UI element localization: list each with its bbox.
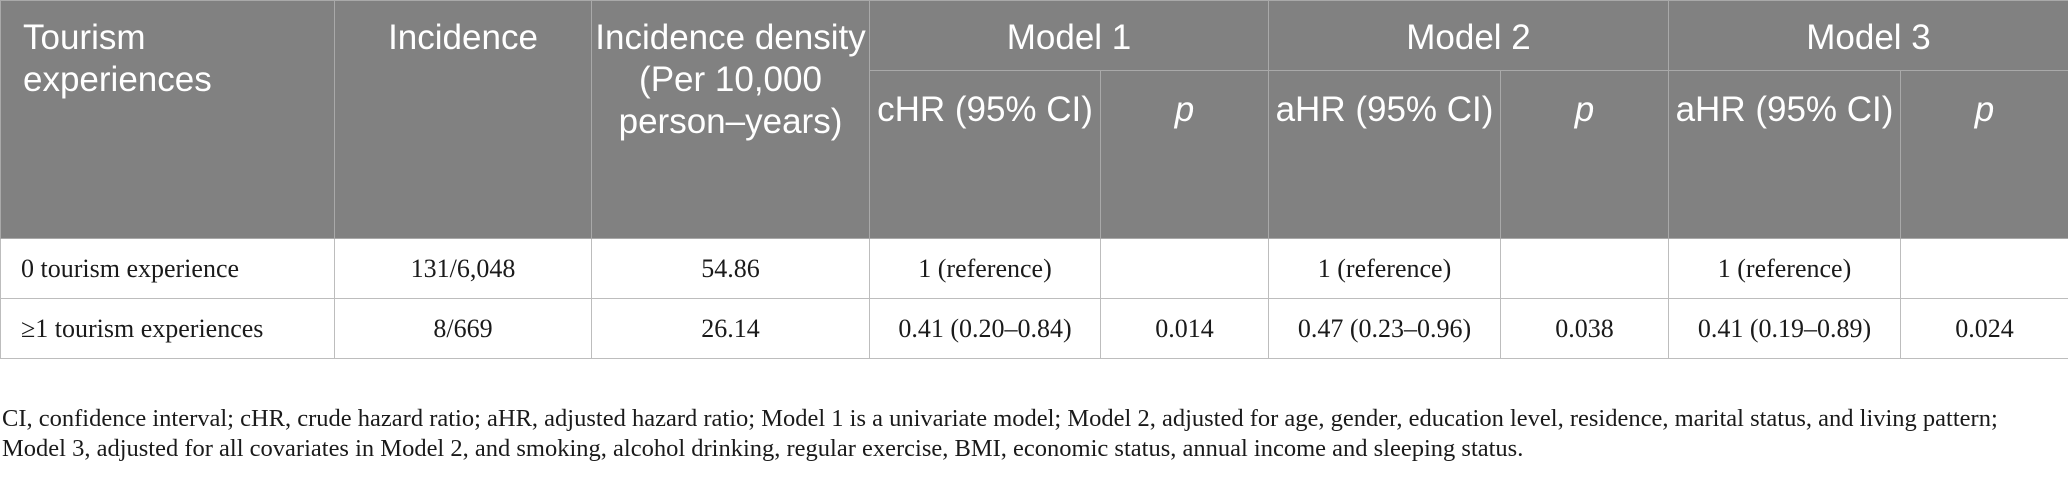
table-body: 0 tourism experience 131/6,048 54.86 1 (… bbox=[0, 238, 2068, 359]
cell-incidence: 8/669 bbox=[334, 298, 592, 359]
header-model-3: Model 3 bbox=[1668, 0, 2068, 71]
cell-m2-hr: 0.47 (0.23–0.96) bbox=[1268, 298, 1501, 359]
cell-group: ≥1 tourism experiences bbox=[0, 298, 335, 359]
cell-m1-p bbox=[1100, 238, 1269, 299]
header-m3-p: p bbox=[1900, 70, 2068, 239]
p-label: p bbox=[1574, 90, 1595, 129]
cell-m2-hr: 1 (reference) bbox=[1268, 238, 1501, 299]
header-row-top: Tourism experiences Incidence Incidence … bbox=[0, 0, 2068, 239]
hazard-ratio-table: Tourism experiences Incidence Incidence … bbox=[0, 0, 2068, 359]
header-model-2: Model 2 bbox=[1268, 0, 1669, 71]
cell-m2-p bbox=[1500, 238, 1669, 299]
header-incidence: Incidence bbox=[334, 0, 592, 239]
results-table-container: Tourism experiences Incidence Incidence … bbox=[0, 0, 2068, 359]
header-model-1: Model 1 bbox=[869, 0, 1269, 71]
p-label: p bbox=[1174, 90, 1195, 129]
cell-m3-p bbox=[1900, 238, 2068, 299]
header-incidence-density: Incidence density (Per 10,000 person–yea… bbox=[591, 0, 870, 239]
p-label: p bbox=[1974, 90, 1995, 129]
cell-density: 26.14 bbox=[591, 298, 870, 359]
header-m1-p: p bbox=[1100, 70, 1269, 239]
cell-density: 54.86 bbox=[591, 238, 870, 299]
header-tourism-experiences: Tourism experiences bbox=[0, 0, 335, 239]
table-footnote: CI, confidence interval; cHR, crude haza… bbox=[2, 405, 1998, 462]
header-m2-ahr: aHR (95% CI) bbox=[1268, 70, 1501, 239]
cell-m1-p: 0.014 bbox=[1100, 298, 1269, 359]
cell-group: 0 tourism experience bbox=[0, 238, 335, 299]
header-m2-p: p bbox=[1500, 70, 1669, 239]
cell-m3-hr: 1 (reference) bbox=[1668, 238, 1901, 299]
header-row-sub: cHR (95% CI) p aHR (95% CI) p aHR (95% C… bbox=[1, 70, 2068, 239]
cell-incidence: 131/6,048 bbox=[334, 238, 592, 299]
header-m3-ahr: aHR (95% CI) bbox=[1668, 70, 1901, 239]
cell-m3-p: 0.024 bbox=[1900, 298, 2068, 359]
cell-m3-hr: 0.41 (0.19–0.89) bbox=[1668, 298, 1901, 359]
header-m1-chr: cHR (95% CI) bbox=[869, 70, 1101, 239]
cell-m1-hr: 1 (reference) bbox=[869, 238, 1101, 299]
cell-m1-hr: 0.41 (0.20–0.84) bbox=[869, 298, 1101, 359]
table-header: Tourism experiences Incidence Incidence … bbox=[0, 0, 2068, 239]
cell-m2-p: 0.038 bbox=[1500, 298, 1669, 359]
table-row: 0 tourism experience 131/6,048 54.86 1 (… bbox=[0, 238, 2068, 299]
table-row: ≥1 tourism experiences 8/669 26.14 0.41 … bbox=[0, 298, 2068, 359]
